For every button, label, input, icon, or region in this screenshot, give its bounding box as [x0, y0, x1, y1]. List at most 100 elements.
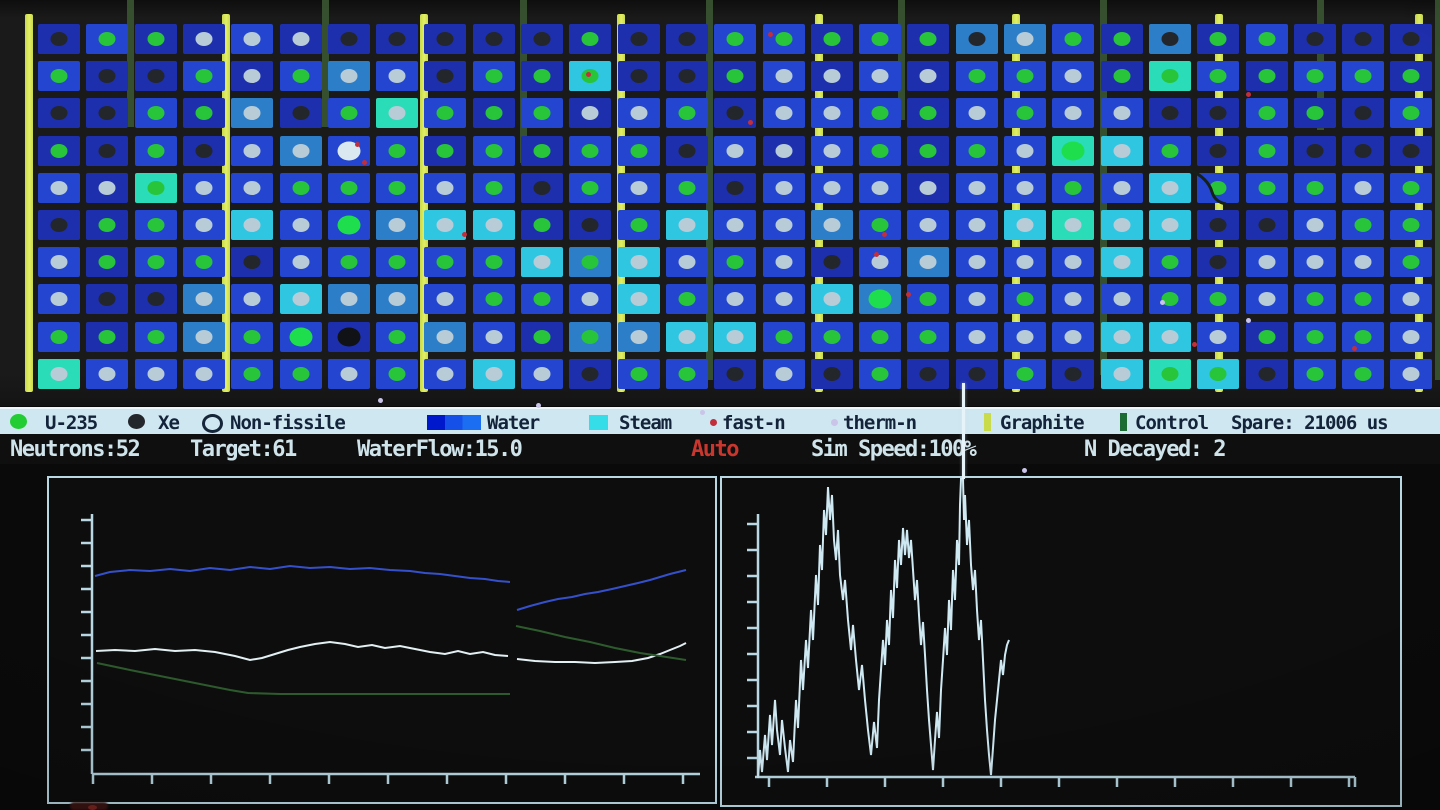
fuel-cell[interactable]: [1197, 210, 1240, 240]
fuel-cell[interactable]: [714, 321, 757, 352]
fuel-cell[interactable]: [1342, 98, 1385, 129]
fuel-cell[interactable]: [231, 98, 274, 129]
fuel-cell[interactable]: [859, 247, 902, 278]
fuel-cell[interactable]: [714, 210, 757, 240]
fuel-cell[interactable]: [665, 135, 708, 166]
fuel-cell[interactable]: [859, 24, 902, 54]
fuel-cell[interactable]: [859, 61, 902, 92]
fuel-cell[interactable]: [1342, 135, 1385, 166]
fuel-cell[interactable]: [569, 24, 612, 54]
fuel-cell[interactable]: [134, 358, 177, 389]
fuel-cell[interactable]: [714, 24, 757, 54]
fuel-cell[interactable]: [1293, 247, 1336, 278]
fuel-cell[interactable]: [231, 135, 274, 166]
fuel-cell[interactable]: [279, 172, 322, 203]
fuel-cell[interactable]: [569, 98, 612, 129]
fuel-cell[interactable]: [617, 247, 660, 278]
fuel-cell[interactable]: [182, 284, 225, 315]
fuel-cell[interactable]: [1293, 98, 1336, 129]
fuel-cell[interactable]: [38, 172, 80, 203]
fuel-cell[interactable]: [1148, 98, 1191, 129]
fuel-cell[interactable]: [327, 61, 370, 92]
fuel-cell[interactable]: [1148, 135, 1191, 166]
fuel-cell[interactable]: [1100, 247, 1143, 278]
fuel-cell[interactable]: [521, 321, 563, 352]
fuel-cell[interactable]: [134, 98, 177, 129]
fuel-cell[interactable]: [521, 284, 563, 315]
fuel-cell[interactable]: [1197, 61, 1240, 92]
fuel-cell[interactable]: [231, 210, 274, 240]
fuel-cell[interactable]: [1342, 172, 1385, 203]
fuel-cell[interactable]: [279, 284, 322, 315]
fuel-cell[interactable]: [424, 247, 467, 278]
fuel-cell[interactable]: [810, 61, 853, 92]
fuel-cell[interactable]: [955, 172, 998, 203]
fuel-cell[interactable]: [521, 24, 563, 54]
fuel-cell[interactable]: [617, 321, 660, 352]
fuel-cell[interactable]: [1004, 284, 1046, 315]
fuel-cell[interactable]: [569, 210, 612, 240]
fuel-cell[interactable]: [1004, 24, 1046, 54]
fuel-cell[interactable]: [231, 172, 274, 203]
fuel-cell[interactable]: [38, 358, 80, 389]
fuel-cell[interactable]: [424, 61, 467, 92]
fuel-cell[interactable]: [1245, 321, 1288, 352]
fuel-cell[interactable]: [714, 284, 757, 315]
fuel-cell[interactable]: [1052, 247, 1095, 278]
fuel-cell[interactable]: [327, 247, 370, 278]
fuel-cell[interactable]: [859, 210, 902, 240]
fuel-cell[interactable]: [1100, 24, 1143, 54]
fuel-cell[interactable]: [859, 321, 902, 352]
fuel-cell[interactable]: [810, 24, 853, 54]
fuel-cell[interactable]: [472, 358, 515, 389]
fuel-cell[interactable]: [231, 321, 274, 352]
fuel-cell[interactable]: [1100, 321, 1143, 352]
fuel-cell[interactable]: [472, 172, 515, 203]
fuel-cell[interactable]: [1052, 210, 1095, 240]
fuel-cell[interactable]: [376, 24, 419, 54]
fuel-cell[interactable]: [1293, 24, 1336, 54]
fuel-cell[interactable]: [1197, 172, 1240, 203]
fuel-cell[interactable]: [569, 172, 612, 203]
fuel-cell[interactable]: [38, 98, 80, 129]
fuel-cell[interactable]: [1004, 321, 1046, 352]
fuel-cell[interactable]: [231, 61, 274, 92]
fuel-cell[interactable]: [617, 61, 660, 92]
fuel-cell[interactable]: [762, 210, 805, 240]
fuel-cell[interactable]: [955, 284, 998, 315]
fuel-cell[interactable]: [665, 172, 708, 203]
fuel-cell[interactable]: [810, 358, 853, 389]
fuel-cell[interactable]: [472, 321, 515, 352]
fuel-cell[interactable]: [1245, 61, 1288, 92]
fuel-cell[interactable]: [279, 24, 322, 54]
fuel-cell[interactable]: [86, 24, 129, 54]
fuel-cell[interactable]: [521, 358, 563, 389]
fuel-cell[interactable]: [38, 284, 80, 315]
control-rod[interactable]: [898, 0, 905, 120]
fuel-cell[interactable]: [1293, 321, 1336, 352]
fuel-cell[interactable]: [907, 172, 950, 203]
fuel-cell[interactable]: [521, 61, 563, 92]
fuel-cell[interactable]: [327, 321, 370, 352]
fuel-cell[interactable]: [665, 247, 708, 278]
fuel-cell[interactable]: [279, 98, 322, 129]
fuel-cell[interactable]: [955, 321, 998, 352]
fuel-cell[interactable]: [134, 135, 177, 166]
fuel-cell[interactable]: [472, 24, 515, 54]
fuel-cell[interactable]: [1148, 24, 1191, 54]
fuel-cell[interactable]: [1100, 135, 1143, 166]
fuel-cell[interactable]: [955, 24, 998, 54]
fuel-cell[interactable]: [231, 358, 274, 389]
fuel-cell[interactable]: [134, 172, 177, 203]
fuel-cell[interactable]: [1390, 172, 1433, 203]
fuel-cell[interactable]: [279, 210, 322, 240]
fuel-cell[interactable]: [1293, 61, 1336, 92]
fuel-cell[interactable]: [376, 247, 419, 278]
fuel-cell[interactable]: [1148, 172, 1191, 203]
fuel-cell[interactable]: [86, 61, 129, 92]
fuel-cell[interactable]: [665, 284, 708, 315]
fuel-cell[interactable]: [521, 98, 563, 129]
fuel-cell[interactable]: [472, 61, 515, 92]
fuel-cell[interactable]: [1004, 247, 1046, 278]
fuel-cell[interactable]: [907, 247, 950, 278]
